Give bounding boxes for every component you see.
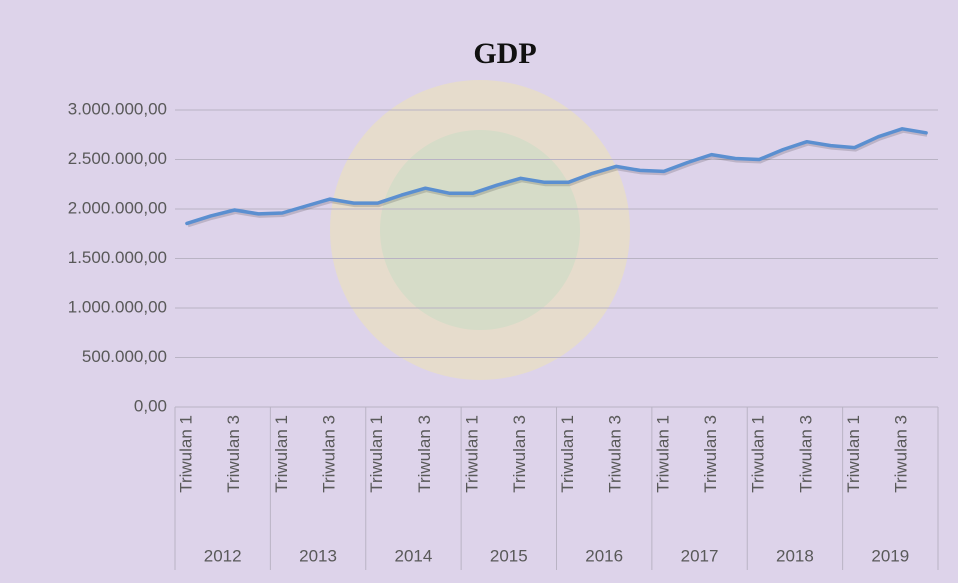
x-tick-label: Triwulan 1 bbox=[844, 415, 863, 493]
y-tick-label: 2.000.000,00 bbox=[68, 198, 167, 217]
x-tick-label: Triwulan 3 bbox=[510, 415, 529, 493]
year-label: 2017 bbox=[681, 546, 719, 565]
y-tick-label: 2.500.000,00 bbox=[68, 149, 167, 168]
y-tick-label: 3.000.000,00 bbox=[68, 99, 167, 118]
year-label: 2012 bbox=[204, 546, 242, 565]
x-tick-label: Triwulan 1 bbox=[749, 415, 768, 493]
x-tick-label: Triwulan 1 bbox=[367, 415, 386, 493]
year-label: 2019 bbox=[871, 546, 909, 565]
year-label: 2016 bbox=[585, 546, 623, 565]
year-label: 2014 bbox=[395, 546, 433, 565]
y-tick-label: 0,00 bbox=[134, 396, 167, 415]
x-tick-label: Triwulan 3 bbox=[415, 415, 434, 493]
x-tick-label: Triwulan 1 bbox=[272, 415, 291, 493]
chart: GDP 0,00 500.000,00 1.000.000,00 1.500.000,… bbox=[0, 0, 958, 583]
x-tick-label: Triwulan 3 bbox=[796, 415, 815, 493]
x-tick-label: Triwulan 3 bbox=[892, 415, 911, 493]
year-label: 2018 bbox=[776, 546, 814, 565]
y-tick-label: 1.000.000,00 bbox=[68, 297, 167, 316]
page: GDP 0,00 500.000,00 1.000.000,00 1.500.000,… bbox=[0, 0, 958, 583]
y-tick-label: 1.500.000,00 bbox=[68, 248, 167, 267]
x-tick-label: Triwulan 3 bbox=[606, 415, 625, 493]
year-label: 2015 bbox=[490, 546, 528, 565]
x-tick-label: Triwulan 3 bbox=[224, 415, 243, 493]
year-label: 2013 bbox=[299, 546, 337, 565]
x-tick-label: Triwulan 1 bbox=[653, 415, 672, 493]
chart-title: GDP bbox=[473, 37, 536, 70]
x-tick-label: Triwulan 1 bbox=[558, 415, 577, 493]
x-tick-label: Triwulan 3 bbox=[319, 415, 338, 493]
x-tick-label: Triwulan 3 bbox=[701, 415, 720, 493]
x-tick-label: Triwulan 1 bbox=[463, 415, 482, 493]
x-tick-label: Triwulan 1 bbox=[176, 415, 195, 493]
y-tick-label: 500.000,00 bbox=[82, 347, 167, 366]
